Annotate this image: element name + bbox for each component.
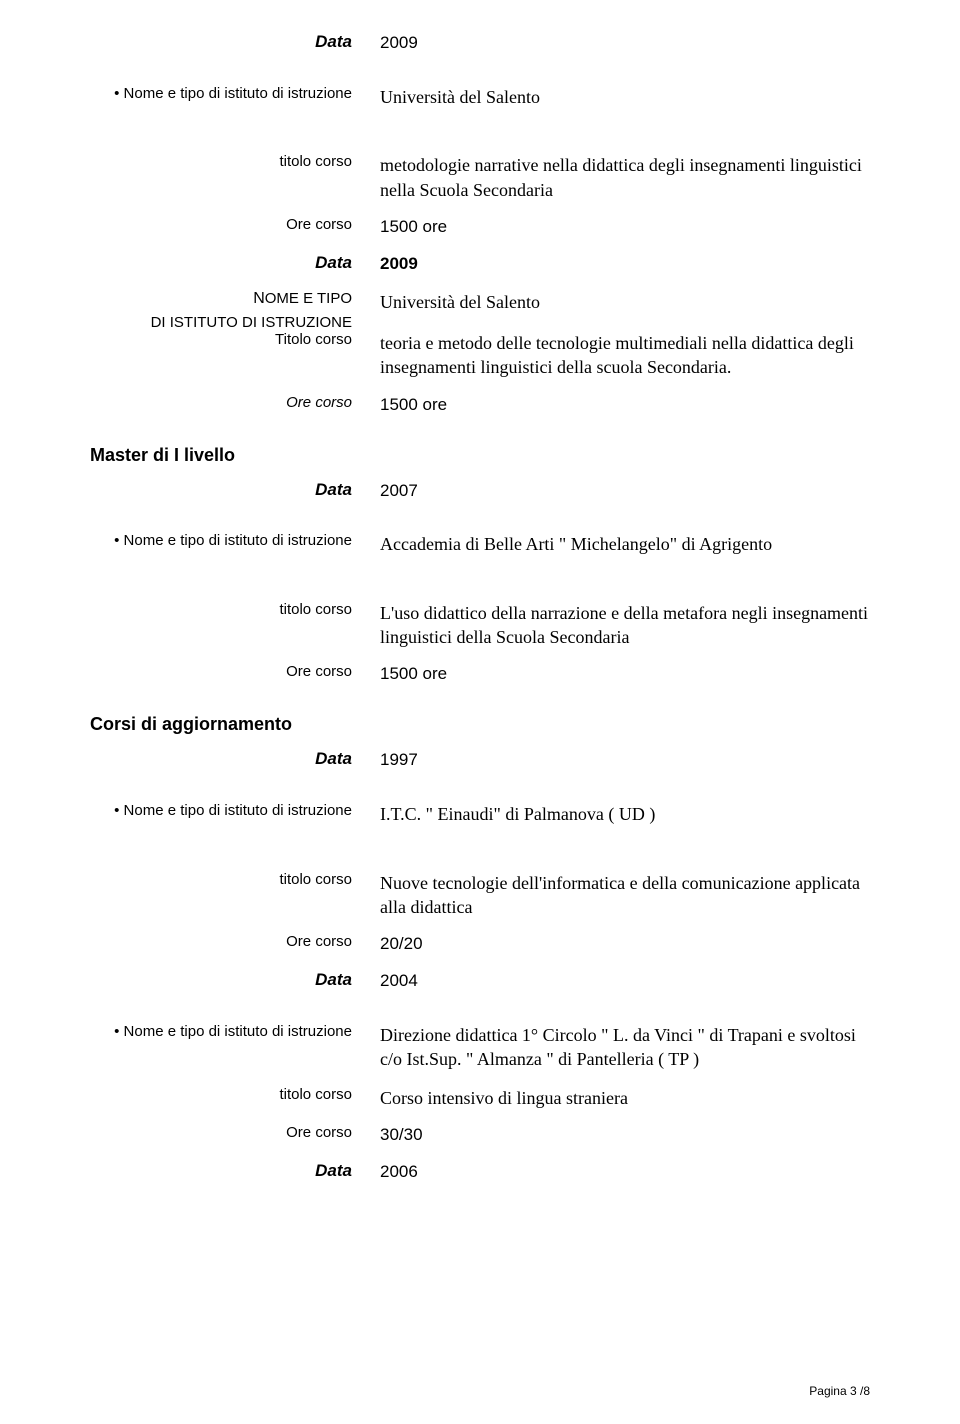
value-data-2: 2009 <box>380 253 870 276</box>
row-ore-1: Ore corso 1500 ore <box>90 216 870 239</box>
label-nome-tipo: • Nome e tipo di istituto di istruzione <box>90 1023 380 1072</box>
label-nome-tipo: • Nome e tipo di istituto di istruzione <box>90 802 380 826</box>
value-istituto-4: I.T.C. " Einaudi" di Palmanova ( UD ) <box>380 802 870 826</box>
value-ore-3: 1500 ore <box>380 663 870 686</box>
label-data: Data <box>90 480 380 503</box>
row-nomesc-2: NOME E TIPO Università del Salento <box>90 290 870 314</box>
row-titolo-3: titolo corso L'uso didattico della narra… <box>90 601 870 650</box>
row-data-2: Data 2009 <box>90 253 870 276</box>
row-titolo-5: titolo corso Corso intensivo di lingua s… <box>90 1086 870 1110</box>
value-data-4: 1997 <box>380 749 870 772</box>
label-titolo: titolo corso <box>90 871 380 920</box>
row-istituto-1: • Nome e tipo di istituto di istruzione … <box>90 85 870 109</box>
label-data: Data <box>90 1161 380 1184</box>
section-master: Master di I livello <box>90 445 870 466</box>
page-number: Pagina 3 /8 <box>809 1384 870 1398</box>
row-data-4: Data 1997 <box>90 749 870 772</box>
label-titolo: titolo corso <box>90 1086 380 1110</box>
label-ore: Ore corso <box>90 1124 380 1147</box>
label-di-istituto-sc: DI ISTITUTO DI ISTRUZIONE <box>90 314 380 331</box>
empty <box>380 314 870 331</box>
row-titolo-1: titolo corso metodologie narrative nella… <box>90 153 870 202</box>
value-titolo-4: Nuove tecnologie dell'informatica e dell… <box>380 871 870 920</box>
value-data-1: 2009 <box>380 32 870 55</box>
value-titolo-1: metodologie narrative nella didattica de… <box>380 153 870 202</box>
row-ore-3: Ore corso 1500 ore <box>90 663 870 686</box>
row-data-1: Data 2009 <box>90 32 870 55</box>
value-titolo-2: teoria e metodo delle tecnologie multime… <box>380 331 870 380</box>
cv-page: Data 2009 • Nome e tipo di istituto di i… <box>0 0 960 1424</box>
label-titolo: titolo corso <box>90 153 380 202</box>
row-data-6: Data 2006 <box>90 1161 870 1184</box>
row-istituto-4: • Nome e tipo di istituto di istruzione … <box>90 802 870 826</box>
row-data-3: Data 2007 <box>90 480 870 503</box>
row-titolo-2: Titolo corso teoria e metodo delle tecno… <box>90 331 870 380</box>
value-titolo-5: Corso intensivo di lingua straniera <box>380 1086 870 1110</box>
value-data-3: 2007 <box>380 480 870 503</box>
row-istituto-3: • Nome e tipo di istituto di istruzione … <box>90 532 870 556</box>
row-titolo-4: titolo corso Nuove tecnologie dell'infor… <box>90 871 870 920</box>
value-istituto-5: Direzione didattica 1° Circolo " L. da V… <box>380 1023 870 1072</box>
label-titolo-plain: Titolo corso <box>90 331 380 380</box>
label-data: Data <box>90 970 380 993</box>
label-data: Data <box>90 253 380 276</box>
label-ore: Ore corso <box>90 216 380 239</box>
value-ore-4: 20/20 <box>380 933 870 956</box>
value-ore-2: 1500 ore <box>380 394 870 417</box>
row-ore-2: Ore corso 1500 ore <box>90 394 870 417</box>
value-istituto-3: Accademia di Belle Arti " Michelangelo" … <box>380 532 870 556</box>
label-ore: Ore corso <box>90 663 380 686</box>
value-istituto-1: Università del Salento <box>380 85 870 109</box>
label-nome-tipo: • Nome e tipo di istituto di istruzione <box>90 532 380 556</box>
value-data-6: 2006 <box>380 1161 870 1184</box>
value-ore-1: 1500 ore <box>380 216 870 239</box>
value-data-5: 2004 <box>380 970 870 993</box>
label-nome-sc: NOME E TIPO <box>90 290 380 314</box>
label-data: Data <box>90 32 380 55</box>
section-corsi: Corsi di aggiornamento <box>90 714 870 735</box>
label-ore-it: Ore corso <box>90 394 380 417</box>
label-data: Data <box>90 749 380 772</box>
label-ore: Ore corso <box>90 933 380 956</box>
row-istituto-5: • Nome e tipo di istituto di istruzione … <box>90 1023 870 1072</box>
label-nome-tipo: • Nome e tipo di istituto di istruzione <box>90 85 380 109</box>
value-titolo-3: L'uso didattico della narrazione e della… <box>380 601 870 650</box>
value-istituto-2: Università del Salento <box>380 290 870 314</box>
nome-sc-rest: OME E TIPO <box>265 290 352 307</box>
value-ore-5: 30/30 <box>380 1124 870 1147</box>
label-titolo: titolo corso <box>90 601 380 650</box>
row-data-5: Data 2004 <box>90 970 870 993</box>
row-ore-4: Ore corso 20/20 <box>90 933 870 956</box>
row-ore-5: Ore corso 30/30 <box>90 1124 870 1147</box>
row-diistsc-2: DI ISTITUTO DI ISTRUZIONE <box>90 314 870 331</box>
